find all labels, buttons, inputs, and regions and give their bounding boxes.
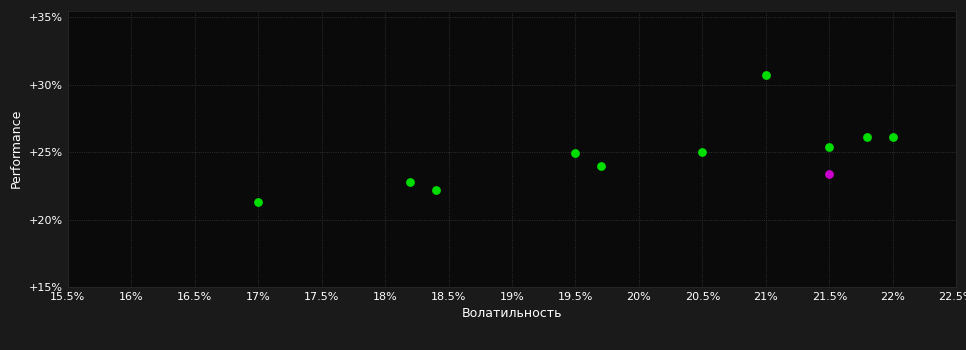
Point	[822, 144, 838, 149]
Y-axis label: Performance: Performance	[10, 109, 23, 188]
Point	[428, 187, 443, 193]
Point	[885, 134, 900, 140]
Point	[758, 72, 774, 78]
Point	[822, 171, 838, 176]
Point	[695, 149, 710, 155]
Point	[568, 150, 583, 156]
Point	[250, 199, 266, 205]
X-axis label: Волатильность: Волатильность	[462, 307, 562, 320]
Point	[860, 134, 875, 140]
Point	[593, 163, 609, 168]
Point	[403, 179, 418, 184]
